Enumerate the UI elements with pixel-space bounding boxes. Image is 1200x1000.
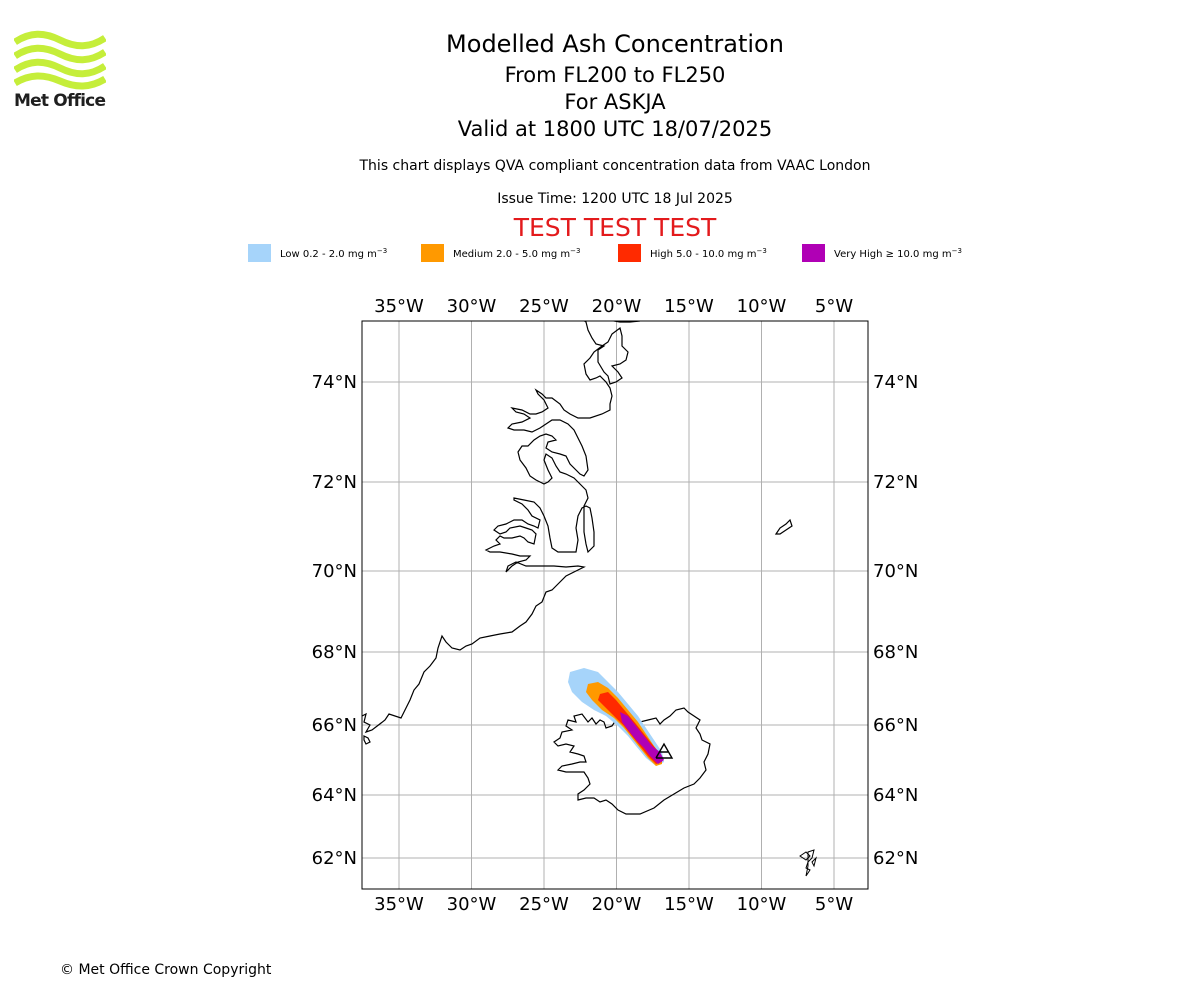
legend-unit-exp-low: −3 — [376, 246, 388, 255]
longitude-label: 5°W — [815, 894, 853, 915]
latitude-label: 68°N — [873, 642, 918, 663]
latitude-label: 70°N — [312, 561, 357, 582]
volcano-marker-icon — [655, 742, 674, 759]
legend-item-medium: Medium 2.0 - 5.0 mg m−3 — [421, 244, 580, 262]
legend-swatch-very-high — [802, 244, 825, 262]
longitude-labels-top: 35°W 30°W 25°W 20°W 15°W 10°W 5°W — [374, 296, 853, 317]
volcano-name: For ASKJA — [564, 90, 666, 114]
map-gridlines — [362, 321, 868, 889]
test-banner: TEST TEST TEST — [513, 213, 717, 242]
latitude-label: 66°N — [312, 715, 357, 736]
legend-item-very-high: Very High ≥ 10.0 mg m−3 — [802, 244, 962, 262]
legend-unit-exp-high: −3 — [756, 246, 767, 255]
met-office-logo: Met Office — [13, 30, 107, 112]
legend-label-medium: Medium 2.0 - 5.0 mg m — [453, 248, 571, 260]
legend-swatch-medium — [421, 244, 444, 262]
legend-item-high: High 5.0 - 10.0 mg m−3 — [618, 244, 767, 262]
legend-swatch-high — [618, 244, 641, 262]
longitude-label: 20°W — [592, 894, 642, 915]
longitude-label: 25°W — [519, 894, 569, 915]
latitude-label: 66°N — [873, 715, 918, 736]
met-office-waves-icon — [13, 30, 107, 90]
latitude-label: 70°N — [873, 561, 918, 582]
latitude-label: 72°N — [312, 472, 357, 493]
longitude-label: 10°W — [737, 296, 787, 317]
legend-swatch-low — [248, 244, 271, 262]
faroe-islands — [799, 849, 817, 877]
issue-time: Issue Time: 1200 UTC 18 Jul 2025 — [497, 191, 733, 207]
ash-plume — [568, 668, 664, 766]
longitude-label: 10°W — [737, 894, 787, 915]
greenland-island-small — [363, 735, 371, 745]
latitude-labels-left: 74°N 72°N 70°N 68°N 66°N 64°N 62°N — [312, 372, 357, 869]
latitude-label: 64°N — [312, 785, 357, 806]
legend-item-low: Low 0.2 - 2.0 mg m−3 — [248, 244, 387, 262]
chart-title: Modelled Ash Concentration — [446, 30, 784, 58]
legend-label-high: High 5.0 - 10.0 mg m — [650, 248, 757, 260]
map-frame — [361, 320, 869, 890]
latitude-labels-right: 74°N 72°N 70°N 68°N 66°N 64°N 62°N — [873, 372, 918, 869]
longitude-label: 25°W — [519, 296, 569, 317]
longitude-label: 30°W — [447, 894, 497, 915]
latitude-label: 72°N — [873, 472, 918, 493]
latitude-label: 74°N — [312, 372, 357, 393]
flight-level-range: From FL200 to FL250 — [504, 63, 726, 87]
latitude-label: 74°N — [873, 372, 918, 393]
latitude-label: 62°N — [312, 848, 357, 869]
latitude-label: 64°N — [873, 785, 918, 806]
longitude-label: 30°W — [447, 296, 497, 317]
longitude-label: 35°W — [374, 894, 424, 915]
copyright-notice: © Met Office Crown Copyright — [60, 962, 272, 978]
latitude-label: 68°N — [312, 642, 357, 663]
legend-unit-exp-medium: −3 — [570, 246, 581, 255]
longitude-label: 15°W — [664, 894, 714, 915]
met-office-logo-text: Met Office — [14, 91, 106, 111]
compliance-note: This chart displays QVA compliant concen… — [359, 158, 871, 174]
longitude-labels-bottom: 35°W 30°W 25°W 20°W 15°W 10°W 5°W — [374, 894, 853, 915]
longitude-label: 5°W — [815, 296, 853, 317]
legend-label-low: Low 0.2 - 2.0 mg m — [280, 248, 377, 260]
latitude-label: 62°N — [873, 848, 918, 869]
ash-very-high-area — [620, 712, 664, 764]
longitude-label: 15°W — [664, 296, 714, 317]
jan-mayen-island — [774, 518, 793, 535]
greenland-coastline — [362, 321, 641, 734]
legend-unit-exp-very-high: −3 — [951, 246, 962, 255]
longitude-label: 35°W — [374, 296, 424, 317]
longitude-label: 20°W — [592, 296, 642, 317]
valid-time: Valid at 1800 UTC 18/07/2025 — [457, 117, 773, 141]
legend-label-very-high: Very High ≥ 10.0 mg m — [834, 248, 952, 260]
